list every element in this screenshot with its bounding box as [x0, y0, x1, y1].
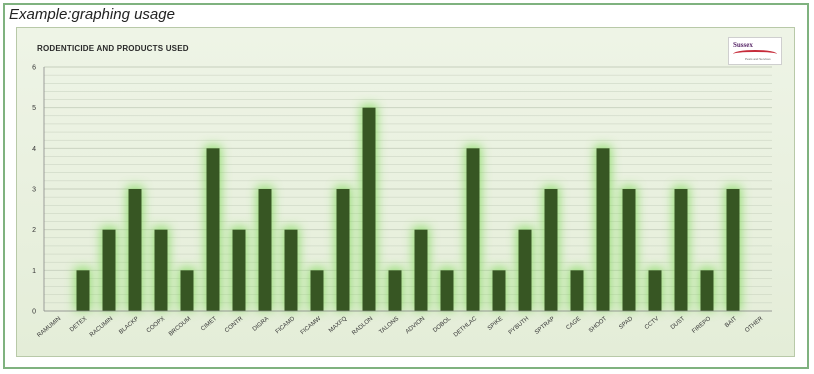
- x-tick-label: FICAMD: [275, 316, 297, 336]
- bar-spad: [622, 189, 636, 311]
- bar-advion: [414, 229, 428, 311]
- bar-talons: [388, 270, 402, 311]
- x-tick-label: BRCOUM: [168, 316, 192, 338]
- chart-title: RODENTICIDE AND PRODUCTS USED: [37, 44, 189, 53]
- x-tick-label: SPAD: [618, 316, 635, 331]
- x-tick-label: RADLON: [351, 316, 374, 337]
- bar-ficamw: [310, 270, 324, 311]
- bar-dust: [674, 189, 688, 311]
- bar-pybuth: [518, 229, 532, 311]
- bar-shoot: [596, 148, 610, 311]
- y-tick-label: 0: [32, 309, 36, 316]
- x-tick-label: FIREPO: [691, 316, 712, 335]
- bar-spike: [492, 270, 506, 311]
- bar-cimet: [206, 148, 220, 311]
- chart-panel: [16, 27, 795, 357]
- y-tick-label: 5: [32, 105, 36, 112]
- x-tick-label: DETHLAC: [453, 316, 479, 339]
- x-tick-label: OTHER: [744, 316, 764, 335]
- y-tick-label: 3: [32, 187, 36, 194]
- bar-glows: [74, 104, 742, 312]
- bar-maxfq: [336, 189, 350, 311]
- bar-racumin: [102, 229, 116, 311]
- x-tick-label: SPTRAP: [534, 316, 556, 336]
- bar-sptrap: [544, 189, 558, 311]
- y-tick-label: 1: [32, 268, 36, 275]
- bars: [76, 107, 740, 312]
- x-tick-label: DUST: [670, 316, 687, 331]
- y-tick-label: 2: [32, 227, 36, 234]
- bar-brcoum: [180, 270, 194, 311]
- bar-bait: [726, 189, 740, 311]
- bar-contr: [232, 229, 246, 311]
- bar-blackp: [128, 189, 142, 311]
- bar-ficamd: [284, 229, 298, 311]
- x-tick-label: RAMUMIN: [36, 316, 62, 339]
- y-tick-label: 4: [32, 146, 36, 153]
- company-logo: Sussex Pests and Services: [728, 37, 782, 65]
- x-tick-label: BLACKP: [118, 316, 140, 336]
- bar-cage: [570, 270, 584, 311]
- bar-dethlac: [466, 148, 480, 311]
- x-tick-label: MAXFQ: [328, 316, 348, 335]
- figure-caption: Example:graphing usage: [9, 6, 175, 23]
- bar-dobol: [440, 270, 454, 311]
- bar-cctv: [648, 270, 662, 311]
- x-tick-label: DETEX: [69, 316, 88, 333]
- x-tick-label: TALONS: [378, 316, 400, 336]
- x-tick-label: COOPX: [146, 316, 166, 335]
- x-tick-label: CIMET: [200, 316, 218, 333]
- x-tick-label: CCTV: [644, 316, 660, 331]
- y-tick-label: 6: [32, 65, 36, 72]
- axes: [43, 67, 772, 312]
- x-tick-label: CONTR: [224, 316, 245, 335]
- y-tick-labels: 0 1 2 3 4 5 6: [32, 65, 36, 316]
- x-tick-label: BAIT: [724, 316, 738, 329]
- x-tick-label: DIGRA: [252, 316, 270, 333]
- x-tick-label: CAGE: [565, 316, 582, 332]
- bar-firepo: [700, 270, 714, 311]
- x-tick-labels: RAMUMIN DETEX RACUMIN BLACKP COOPX BRCOUM CIME…: [36, 316, 764, 339]
- logo-name: Sussex: [733, 41, 753, 49]
- bar-coopx: [154, 229, 168, 311]
- bar-radlon: [362, 107, 376, 312]
- x-tick-label: FICAMW: [300, 316, 323, 336]
- x-tick-label: RACUMIN: [89, 316, 114, 339]
- x-tick-label: DOBOL: [432, 316, 452, 335]
- bar-digra: [258, 189, 272, 311]
- x-tick-label: SHOOT: [588, 316, 608, 335]
- x-tick-label: PYBUTH: [508, 316, 531, 336]
- x-tick-label: SPIKE: [487, 316, 504, 332]
- logo-swoosh-icon: [733, 50, 777, 58]
- logo-subtitle: Pests and Services: [745, 57, 771, 61]
- x-tick-label: ADVION: [405, 316, 426, 335]
- bar-detex: [76, 270, 90, 311]
